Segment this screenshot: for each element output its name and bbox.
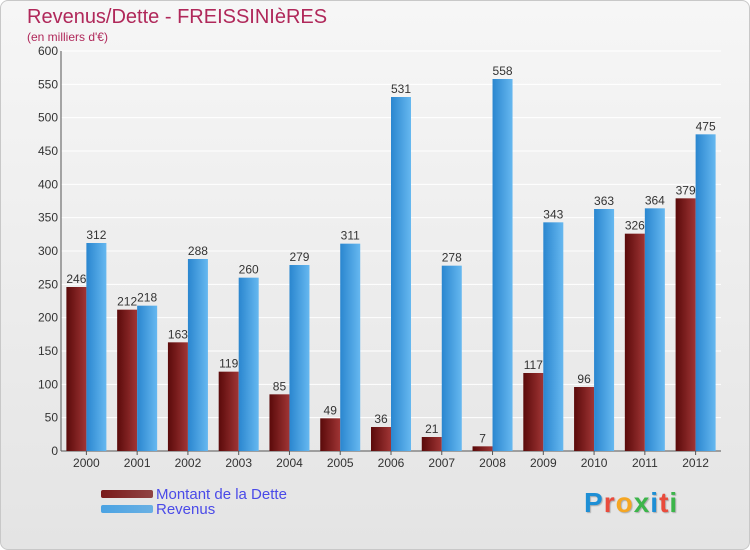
x-tick-label: 2004 bbox=[276, 456, 303, 470]
logo-letter: o bbox=[615, 487, 634, 518]
bar-revenus bbox=[543, 222, 564, 451]
y-tick-label: 500 bbox=[38, 111, 58, 125]
bar-dette bbox=[320, 418, 341, 451]
x-tick-label: 2009 bbox=[530, 456, 557, 470]
data-label-dette: 49 bbox=[324, 403, 338, 417]
logo-letter: r bbox=[603, 487, 616, 518]
x-tick-label: 2006 bbox=[378, 456, 405, 470]
data-label-revenus: 311 bbox=[341, 229, 360, 243]
data-label-dette: 117 bbox=[524, 358, 543, 372]
data-label-dette: 21 bbox=[425, 422, 439, 436]
bar-dette bbox=[421, 437, 442, 451]
y-tick-label: 600 bbox=[38, 44, 58, 58]
bar-revenus bbox=[340, 243, 361, 451]
chart-subtitle: (en milliers d'€) bbox=[27, 30, 108, 44]
bar-dette bbox=[523, 373, 544, 451]
x-tick-label: 2011 bbox=[632, 456, 658, 470]
bar-dette bbox=[472, 446, 493, 451]
bar-dette bbox=[167, 342, 188, 451]
y-tick-label: 200 bbox=[38, 311, 58, 325]
data-labels: 246 312 212 218 163 288 119 260 85 279 49 311 36 531 2… bbox=[66, 64, 716, 445]
y-tick-label: 50 bbox=[45, 411, 59, 425]
data-label-revenus: 260 bbox=[239, 263, 259, 277]
data-label-revenus: 558 bbox=[493, 64, 513, 78]
bar-revenus bbox=[289, 265, 310, 451]
bars bbox=[66, 79, 716, 452]
data-label-revenus: 218 bbox=[137, 291, 157, 305]
data-label-revenus: 279 bbox=[289, 250, 309, 264]
data-label-revenus: 278 bbox=[442, 251, 462, 265]
y-tick-label: 350 bbox=[38, 211, 58, 225]
data-label-dette: 246 bbox=[66, 272, 86, 286]
data-label-dette: 7 bbox=[479, 431, 486, 445]
data-label-revenus: 312 bbox=[86, 228, 106, 242]
data-label-revenus: 288 bbox=[188, 244, 208, 258]
bar-dette bbox=[269, 394, 290, 451]
bar-revenus bbox=[441, 265, 462, 451]
y-tick-label: 150 bbox=[38, 344, 58, 358]
y-tick-label: 450 bbox=[38, 144, 58, 158]
legend-label-revenus: Revenus bbox=[156, 501, 216, 518]
chart-title: Revenus/Dette - FREISSINIèRES bbox=[27, 6, 328, 28]
data-label-dette: 85 bbox=[273, 379, 287, 393]
bar-dette bbox=[117, 309, 138, 451]
bar-revenus bbox=[187, 259, 208, 451]
logo-letter: P bbox=[584, 487, 604, 518]
data-label-dette: 119 bbox=[219, 357, 238, 371]
x-tick-label: 2003 bbox=[225, 456, 252, 470]
bar-dette bbox=[624, 233, 645, 451]
bar-revenus bbox=[492, 79, 513, 451]
logo-letter: i bbox=[650, 487, 660, 518]
y-tick-label: 250 bbox=[38, 277, 58, 291]
data-label-dette: 96 bbox=[577, 372, 591, 386]
legend-swatch-revenus bbox=[101, 505, 153, 513]
y-tick-label: 400 bbox=[38, 177, 58, 191]
y-tick-label: 300 bbox=[38, 244, 58, 258]
data-label-revenus: 343 bbox=[543, 207, 563, 221]
data-label-dette: 36 bbox=[374, 412, 388, 426]
bar-revenus bbox=[137, 305, 158, 451]
data-label-revenus: 364 bbox=[645, 193, 665, 207]
x-tick-label: 2005 bbox=[327, 456, 354, 470]
bar-chart: 0 50 100 150 200 250 300 350 400 450 500 550 600 2000… bbox=[38, 44, 721, 470]
y-tick-label: 550 bbox=[38, 77, 58, 91]
x-tick-label: 2002 bbox=[175, 456, 202, 470]
bar-revenus bbox=[644, 208, 665, 451]
bar-dette bbox=[218, 371, 239, 451]
bar-dette bbox=[574, 387, 595, 451]
bar-revenus bbox=[391, 97, 411, 451]
logo-letter: i bbox=[669, 487, 679, 518]
bar-revenus bbox=[695, 134, 716, 452]
bar-revenus bbox=[238, 277, 259, 451]
x-tick-label: 2007 bbox=[428, 456, 455, 470]
legend-swatch-dette bbox=[101, 490, 153, 498]
bar-revenus bbox=[86, 243, 107, 451]
x-tick-label: 2000 bbox=[73, 456, 100, 470]
data-label-revenus: 363 bbox=[594, 194, 614, 208]
data-label-revenus: 475 bbox=[696, 119, 716, 133]
data-label-dette: 163 bbox=[168, 327, 188, 341]
logo-letter: x bbox=[633, 487, 651, 518]
data-label-dette: 379 bbox=[676, 183, 696, 197]
bar-dette bbox=[675, 198, 696, 451]
bar-dette bbox=[371, 427, 391, 451]
bar-dette bbox=[66, 287, 87, 451]
data-label-revenus: 531 bbox=[391, 82, 411, 96]
y-tick-label: 100 bbox=[38, 377, 58, 391]
y-tick-label: 0 bbox=[51, 444, 58, 458]
proxiti-logo: Proxiti bbox=[584, 487, 678, 519]
data-label-dette: 326 bbox=[625, 219, 645, 233]
bar-revenus bbox=[594, 209, 615, 451]
logo-letter: t bbox=[659, 487, 670, 518]
legend-label-dette: Montant de la Dette bbox=[156, 486, 287, 503]
x-tick-label: 2008 bbox=[479, 456, 506, 470]
data-label-dette: 212 bbox=[117, 295, 137, 309]
x-tick-label: 2012 bbox=[682, 456, 709, 470]
x-tick-label: 2010 bbox=[581, 456, 608, 470]
x-tick-label: 2001 bbox=[124, 456, 151, 470]
